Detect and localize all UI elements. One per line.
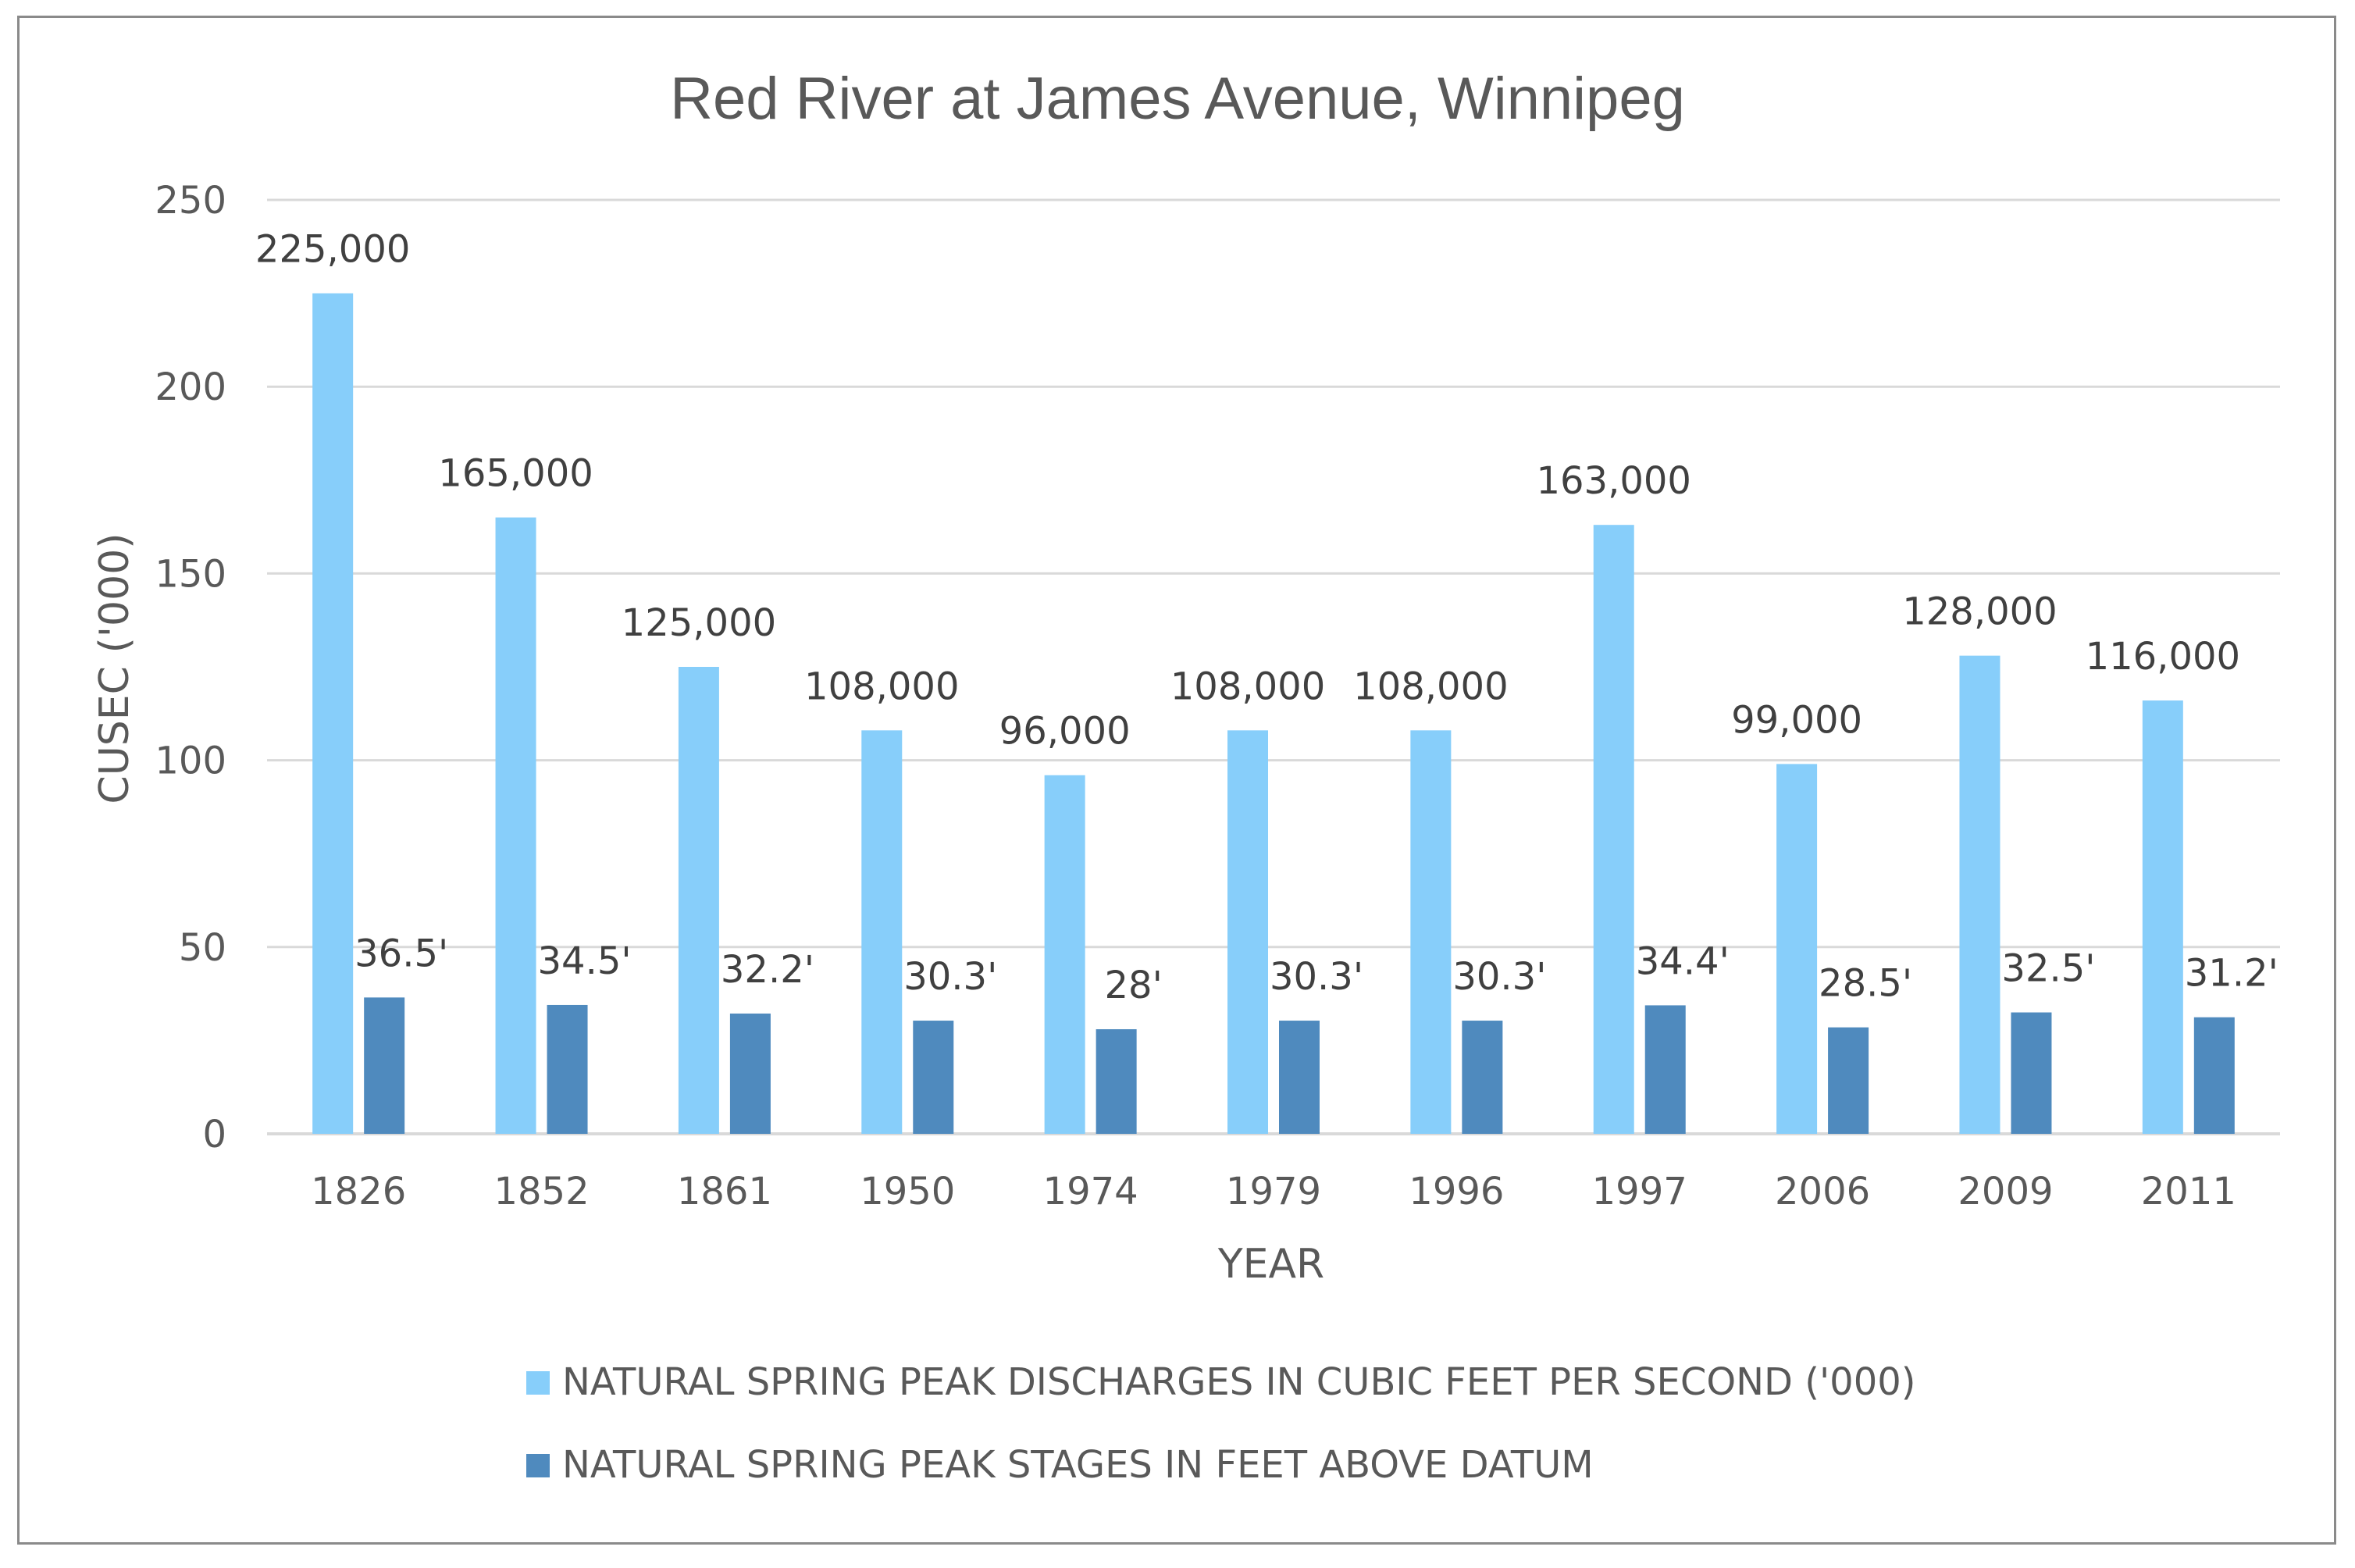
x-tick-label: 1852 bbox=[493, 1170, 589, 1213]
stage-bar bbox=[913, 1021, 954, 1134]
discharge-bar bbox=[678, 667, 719, 1134]
discharge-data-label: 108,000 bbox=[1353, 665, 1509, 708]
discharge-data-label: 108,000 bbox=[1170, 665, 1326, 708]
discharge-data-label: 163,000 bbox=[1536, 459, 1691, 503]
stage-bar bbox=[2193, 1017, 2235, 1134]
y-axis-ticks: 0 50 100 150 200 250 bbox=[155, 179, 226, 1156]
discharge-bar bbox=[2142, 700, 2183, 1134]
discharge-bar bbox=[1227, 730, 1268, 1134]
stage-data-label: 32.5' bbox=[2001, 947, 2095, 991]
discharge-bar bbox=[1044, 775, 1085, 1134]
stage-bar bbox=[1096, 1029, 1137, 1134]
x-tick-label: 1979 bbox=[1226, 1170, 1321, 1213]
discharge-bar bbox=[312, 293, 354, 1135]
stage-bar bbox=[547, 1004, 588, 1134]
discharge-data-label: 128,000 bbox=[1902, 590, 2058, 634]
discharge-data-label: 225,000 bbox=[255, 228, 411, 272]
stage-bar bbox=[2011, 1012, 2052, 1134]
gridlines bbox=[267, 198, 2280, 1135]
stage-bar bbox=[729, 1013, 771, 1134]
y-tick-label: 100 bbox=[155, 739, 226, 783]
x-tick-label: 2009 bbox=[1958, 1170, 2053, 1213]
data-labels: 225,000 36.5' 165,000 34.5' 125,000 32.2' 108,… bbox=[255, 228, 2278, 1007]
legend: NATURAL SPRING PEAK DISCHARGES IN CUBIC … bbox=[526, 1360, 1916, 1487]
x-tick-label: 1974 bbox=[1043, 1170, 1138, 1213]
stage-data-label: 32.2' bbox=[721, 948, 814, 992]
discharge-bar bbox=[1593, 525, 1634, 1134]
discharge-bar bbox=[1959, 655, 2001, 1134]
discharge-data-label: 165,000 bbox=[438, 452, 593, 496]
bars bbox=[312, 293, 2235, 1135]
stage-data-label: 36.5' bbox=[354, 932, 448, 975]
chart-title: Red River at James Avenue, Winnipeg bbox=[670, 66, 1685, 132]
stage-bar bbox=[1644, 1005, 1686, 1134]
y-tick-label: 200 bbox=[155, 365, 226, 409]
y-tick-label: 0 bbox=[202, 1113, 226, 1156]
x-axis-title: YEAR bbox=[1217, 1241, 1324, 1288]
stage-data-label: 30.3' bbox=[1270, 955, 1363, 999]
legend-swatch bbox=[526, 1454, 550, 1477]
discharge-bar bbox=[1410, 730, 1452, 1134]
legend-entry-label: NATURAL SPRING PEAK STAGES IN FEET ABOVE… bbox=[562, 1443, 1594, 1487]
y-axis-title: CUSEC ('000) bbox=[91, 533, 138, 804]
stage-bar bbox=[364, 997, 405, 1134]
legend-swatch bbox=[526, 1371, 550, 1395]
y-tick-label: 150 bbox=[155, 552, 226, 596]
x-tick-label: 1996 bbox=[1409, 1170, 1504, 1213]
stage-data-label: 28.5' bbox=[1819, 962, 1912, 1006]
discharge-bar bbox=[861, 730, 903, 1134]
y-tick-label: 50 bbox=[179, 926, 226, 970]
discharge-data-label: 125,000 bbox=[622, 601, 777, 645]
discharge-bar bbox=[1776, 764, 1818, 1134]
discharge-data-label: 99,000 bbox=[1731, 698, 1862, 742]
legend-entry-label: NATURAL SPRING PEAK DISCHARGES IN CUBIC … bbox=[562, 1360, 1916, 1404]
chart-frame bbox=[17, 16, 2336, 1545]
discharge-data-label: 116,000 bbox=[2086, 635, 2241, 679]
discharge-data-label: 108,000 bbox=[804, 665, 960, 708]
stage-bar bbox=[1279, 1021, 1320, 1134]
x-axis-ticks: 1826 1852 1861 1950 1974 1979 1996 1997 2006 2009… bbox=[311, 1170, 2236, 1213]
x-tick-label: 2011 bbox=[2141, 1170, 2236, 1213]
discharge-bar bbox=[495, 517, 536, 1134]
stage-data-label: 30.3' bbox=[903, 955, 997, 999]
stage-data-label: 30.3' bbox=[1452, 955, 1546, 999]
y-tick-label: 250 bbox=[155, 179, 226, 223]
stage-data-label: 34.5' bbox=[538, 939, 632, 983]
stage-data-label: 28' bbox=[1104, 964, 1162, 1007]
x-tick-label: 1826 bbox=[311, 1170, 406, 1213]
x-tick-label: 1861 bbox=[677, 1170, 772, 1213]
stage-bar bbox=[1828, 1027, 1869, 1134]
stage-data-label: 34.4' bbox=[1636, 939, 1730, 983]
discharge-data-label: 96,000 bbox=[999, 710, 1131, 754]
x-tick-label: 2006 bbox=[1775, 1170, 1870, 1213]
x-tick-label: 1997 bbox=[1592, 1170, 1687, 1213]
stage-data-label: 31.2' bbox=[2185, 952, 2278, 996]
stage-bar bbox=[1462, 1021, 1503, 1134]
x-tick-label: 1950 bbox=[860, 1170, 955, 1213]
